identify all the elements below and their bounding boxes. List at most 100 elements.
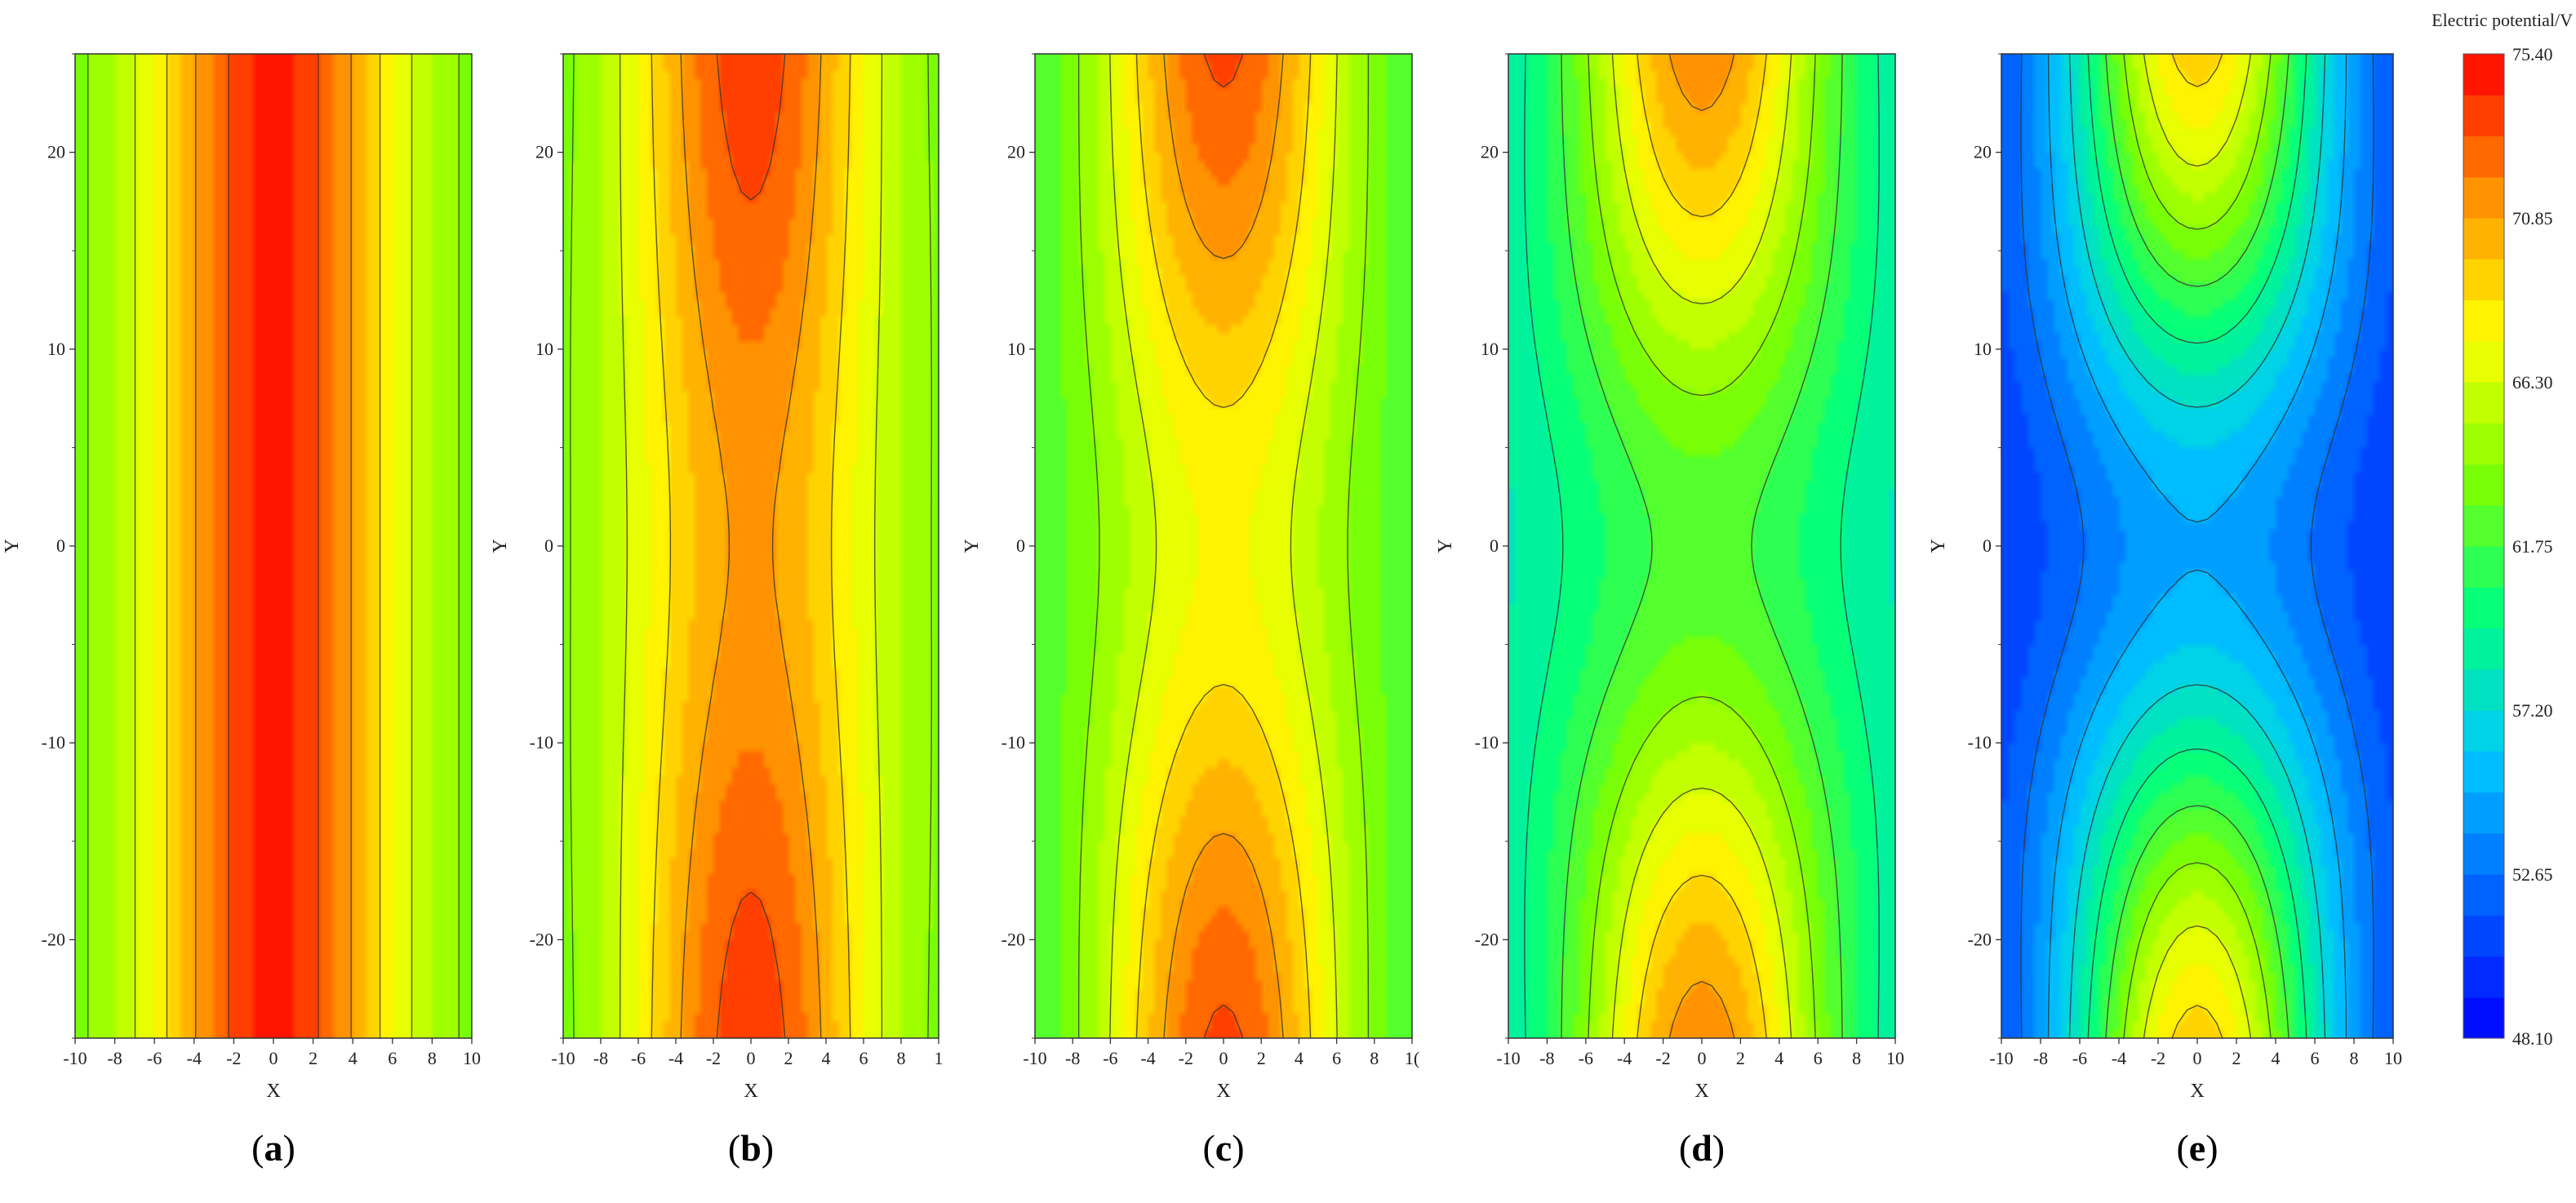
y-tick-label: 0 <box>1983 535 1992 556</box>
x-tick-label: -8 <box>107 1048 122 1068</box>
x-axis-title: X <box>1216 1081 1230 1102</box>
colorbar-band <box>2463 135 2504 178</box>
y-tick-label: -20 <box>1475 929 1499 949</box>
colorbar-band <box>2463 832 2504 875</box>
y-tick-label: 0 <box>544 535 553 556</box>
caption-a: (a) <box>251 1127 295 1169</box>
x-ticks-e: -10 -8 -6 -4 -2 0 2 4 6 8 10 <box>1989 1038 2402 1068</box>
x-tick-label: 0 <box>2193 1048 2202 1068</box>
y-tick-label: -20 <box>42 929 65 949</box>
x-tick-label: -6 <box>1579 1048 1593 1068</box>
caption-b: (b) <box>728 1127 774 1169</box>
y-tick-label: -20 <box>1002 929 1025 949</box>
y-tick-label: 10 <box>1481 339 1499 359</box>
y-ticks-d: 20 10 0 -10 -20 <box>1475 53 1508 1039</box>
x-tick-label: 4 <box>1295 1048 1304 1068</box>
x-tick-label: 2 <box>2232 1048 2241 1068</box>
x-tick-label: 4 <box>349 1048 358 1068</box>
y-ticks-b: 20 10 0 -10 -20 <box>530 53 563 1039</box>
y-ticks-a: 20 10 0 -10 -20 <box>42 53 75 1039</box>
colorbar-band <box>2463 300 2504 342</box>
colorbar-ticks: 75.40 70.85 66.30 61.75 57.20 52.65 48.10 <box>2512 44 2553 1049</box>
y-tick-label: 0 <box>56 535 65 556</box>
y-tick-label: 20 <box>1481 142 1499 162</box>
x-tick-label: 1 <box>935 1048 944 1068</box>
x-tick-label: -6 <box>147 1048 162 1068</box>
x-tick-label: 6 <box>1332 1048 1341 1068</box>
y-axis-title: Y <box>962 539 983 553</box>
y-tick-label: 20 <box>535 142 553 162</box>
x-tick-label: 2 <box>1257 1048 1266 1068</box>
x-tick-label: -10 <box>551 1048 575 1068</box>
colorbar-band <box>2463 751 2504 793</box>
x-ticks-d: -10 -8 -6 -4 -2 0 2 4 6 8 10 <box>1496 1038 1904 1068</box>
x-tick-label: -8 <box>1539 1048 1554 1068</box>
colorbar-band <box>2463 259 2504 301</box>
contour-lines-b <box>570 53 932 1039</box>
x-axis-title: X <box>266 1081 280 1102</box>
x-tick-label: -8 <box>2033 1048 2048 1068</box>
x-tick-label: 6 <box>1814 1048 1823 1068</box>
x-tick-label: 4 <box>2272 1048 2281 1068</box>
colorbar-tick-label: 57.20 <box>2512 700 2553 721</box>
x-ticks-c: -10 -8 -6 -4 -2 0 2 4 6 8 1( <box>1023 1038 1419 1068</box>
x-tick-label: 2 <box>1736 1048 1745 1068</box>
colorbar-frame <box>2463 53 2505 1039</box>
x-tick-label: -6 <box>2072 1048 2087 1068</box>
colorbar-band <box>2463 668 2504 711</box>
x-tick-label: -8 <box>593 1048 608 1068</box>
y-tick-label: -20 <box>530 929 553 949</box>
y-axis-title: Y <box>1435 539 1456 553</box>
x-tick-label: -2 <box>1179 1048 1193 1068</box>
contour-lines-c <box>1077 53 1370 1039</box>
y-tick-label: 0 <box>1016 535 1025 556</box>
y-tick-label: 20 <box>47 142 65 162</box>
colorbar-band <box>2463 423 2504 465</box>
colorbar-band <box>2463 587 2504 629</box>
x-tick-label: 4 <box>1774 1048 1783 1068</box>
x-tick-label: 0 <box>1219 1048 1228 1068</box>
x-tick-label: 8 <box>1852 1048 1861 1068</box>
x-tick-label: -10 <box>1989 1048 2013 1068</box>
contour-lines-d <box>1524 53 1880 1039</box>
y-axis-title: Y <box>1928 539 1949 553</box>
colorbar-band <box>2463 54 2504 95</box>
x-tick-label: -2 <box>226 1048 241 1068</box>
x-tick-label: -10 <box>63 1048 87 1068</box>
colorbar-band <box>2463 340 2504 383</box>
caption-d: (d) <box>1679 1127 1725 1169</box>
y-ticks-c: 20 10 0 -10 -20 <box>1002 53 1035 1039</box>
x-tick-label: -4 <box>2112 1048 2126 1068</box>
x-tick-label: -10 <box>1023 1048 1046 1068</box>
y-ticks-e: 20 10 0 -10 -20 <box>1968 53 2001 1039</box>
x-tick-label: 6 <box>388 1048 397 1068</box>
y-axis-title: Y <box>2 539 23 553</box>
x-tick-label: -8 <box>1065 1048 1080 1068</box>
colorbar-band <box>2463 382 2504 424</box>
y-tick-label: 10 <box>1007 339 1025 359</box>
y-tick-label: -10 <box>1968 732 1992 752</box>
x-tick-label: -4 <box>668 1048 683 1068</box>
colorbar-band <box>2463 176 2504 219</box>
heatmap-a <box>75 54 472 1038</box>
x-tick-label: 0 <box>269 1048 278 1068</box>
x-ticks-b: -10 -8 -6 -4 -2 0 2 4 6 8 1 <box>551 1038 944 1068</box>
x-axis-title: X <box>1694 1081 1708 1102</box>
colorbar-tick-label: 66.30 <box>2512 372 2553 393</box>
colorbar-title: Electric potential/V <box>2432 10 2573 30</box>
x-tick-label: -2 <box>706 1048 721 1068</box>
caption-e: (e) <box>2176 1127 2218 1169</box>
x-axis-title: X <box>2190 1081 2204 1102</box>
x-tick-label: -6 <box>1103 1048 1117 1068</box>
x-tick-label: 10 <box>2384 1048 2402 1068</box>
colorbar-band <box>2463 997 2504 1039</box>
x-tick-label: -10 <box>1496 1048 1520 1068</box>
colorbar-tick-label: 52.65 <box>2512 864 2553 885</box>
x-axis-title: X <box>744 1081 757 1102</box>
heatmap-d <box>1508 54 1895 1038</box>
